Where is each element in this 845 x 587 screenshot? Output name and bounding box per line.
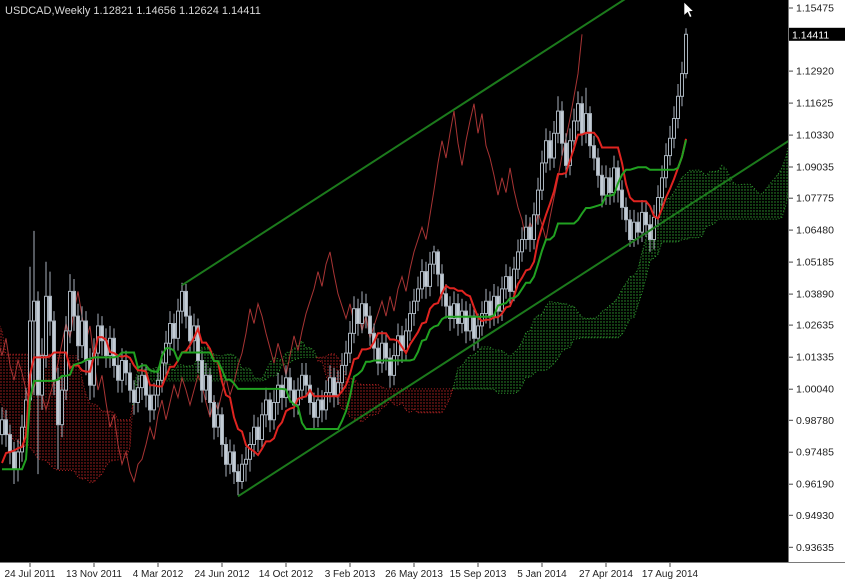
time-axis[interactable]: 24 Jul 2011 13 Nov 2011 4 Mar 2012 24 Jun 2… [5, 563, 699, 580]
x-axis-label: 17 Aug 2014 [642, 569, 699, 580]
candles-layer [0, 28, 688, 496]
x-axis-label: 24 Jun 2012 [194, 569, 249, 580]
y-axis-label: 1.00040 [796, 384, 834, 396]
y-axis-label: 0.93635 [796, 542, 834, 554]
channel-upper-trendline[interactable] [181, 0, 642, 287]
x-axis-label: 4 Mar 2012 [133, 569, 184, 580]
x-axis-label: 15 Sep 2013 [450, 569, 507, 580]
x-axis-label: 14 Oct 2012 [259, 569, 314, 580]
x-axis-label: 26 May 2013 [385, 569, 443, 580]
current-price-label: 1.14411 [792, 29, 829, 41]
x-axis-label: 27 Apr 2014 [579, 569, 633, 580]
y-axis-label: 0.97485 [796, 447, 834, 459]
channel-lower-trendline[interactable] [237, 140, 790, 498]
x-axis-label: 3 Feb 2013 [325, 569, 376, 580]
price-axis[interactable]: 1.15475 1.12920 1.11625 1.10330 1.09035 1.077… [789, 3, 834, 554]
y-axis-label: 1.03890 [796, 289, 834, 301]
x-axis-label: 24 Jul 2011 [5, 569, 56, 580]
tenkan-sen-line [1, 131, 687, 464]
y-axis-label: 0.98780 [796, 415, 834, 427]
y-axis-label: 1.06480 [796, 225, 834, 237]
y-axis-label: 1.05185 [796, 257, 834, 269]
chart-title: USDCAD,Weekly 1.12821 1.14656 1.12624 1.… [5, 5, 261, 17]
y-axis-label: 0.96190 [796, 479, 834, 491]
y-axis-label: 1.01335 [796, 352, 834, 364]
y-axis-label: 1.12920 [796, 66, 834, 78]
y-axis-label: 1.09035 [796, 162, 834, 174]
x-axis-label: 5 Jan 2014 [517, 569, 567, 580]
current-price-badge: 1.14411 [789, 27, 845, 41]
y-axis-label: 1.02635 [796, 320, 834, 332]
y-axis-label: 1.10330 [796, 130, 834, 142]
y-axis-label: 0.94930 [796, 510, 834, 522]
plot-area[interactable] [0, 0, 790, 498]
y-axis-label: 1.11625 [796, 98, 833, 110]
y-axis-label: 1.15475 [796, 3, 834, 15]
y-axis-label: 1.07775 [796, 193, 834, 205]
cursor-icon [683, 1, 695, 18]
kijun-sen-line [2, 139, 687, 471]
x-axis-label: 13 Nov 2011 [66, 569, 122, 580]
